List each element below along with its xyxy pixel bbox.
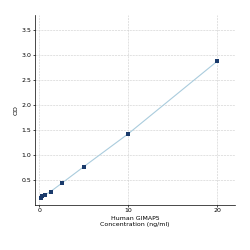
Point bbox=[126, 132, 130, 136]
Point bbox=[215, 59, 219, 63]
Point bbox=[39, 196, 43, 200]
Point bbox=[43, 193, 47, 197]
Point bbox=[48, 190, 52, 194]
Point bbox=[82, 164, 86, 168]
Y-axis label: OD: OD bbox=[14, 105, 19, 115]
Point bbox=[40, 194, 44, 198]
Point bbox=[60, 181, 64, 185]
X-axis label: Human GIMAP5
Concentration (ng/ml): Human GIMAP5 Concentration (ng/ml) bbox=[100, 216, 170, 227]
